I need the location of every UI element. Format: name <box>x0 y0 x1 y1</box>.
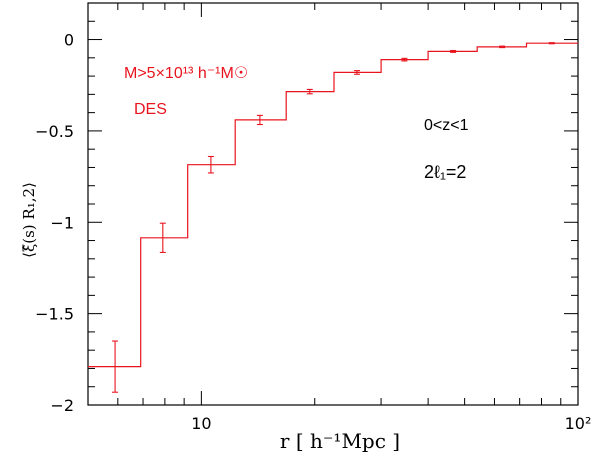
data-point <box>401 57 408 62</box>
y-tick-label: −1 <box>50 213 74 232</box>
y-tick-label: 0 <box>64 31 74 50</box>
error-bars <box>112 42 555 393</box>
x-tick-label: 10 <box>191 414 211 433</box>
data-point <box>306 88 313 95</box>
step-line <box>88 42 578 368</box>
y-tick-label: −2 <box>50 396 74 415</box>
data-point <box>207 155 214 174</box>
mass-cut-annotation: M>5×10¹³ h⁻¹M☉ <box>124 65 248 82</box>
plot-border <box>87 2 579 406</box>
data-point <box>499 45 506 49</box>
data-point <box>159 222 166 253</box>
x-tick-label: 10² <box>565 414 592 433</box>
x-tick-labels: 10 10² <box>191 414 591 433</box>
survey-annotation: DES <box>134 101 167 118</box>
data-point <box>548 42 555 45</box>
plot-frame <box>87 2 579 406</box>
x-axis-label: r [ h⁻¹Mpc ] <box>280 429 400 453</box>
data-point <box>256 114 263 126</box>
redshift-annotation: 0<z<1 <box>424 117 469 134</box>
axis-ticks <box>87 2 579 406</box>
y-tick-label: −1.5 <box>35 305 74 324</box>
data-point <box>112 340 119 393</box>
y-axis-label: ⟨ξ̂(s) R₁,2⟩ <box>20 182 38 258</box>
y-tick-labels: 0 −0.5 −1 −1.5 −2 <box>35 31 74 415</box>
y-tick-label: −0.5 <box>35 122 74 141</box>
data-point <box>354 70 361 75</box>
data-point <box>450 49 457 53</box>
step-series <box>88 42 578 368</box>
multipole-annotation: 2ℓ₁=2 <box>424 162 466 182</box>
